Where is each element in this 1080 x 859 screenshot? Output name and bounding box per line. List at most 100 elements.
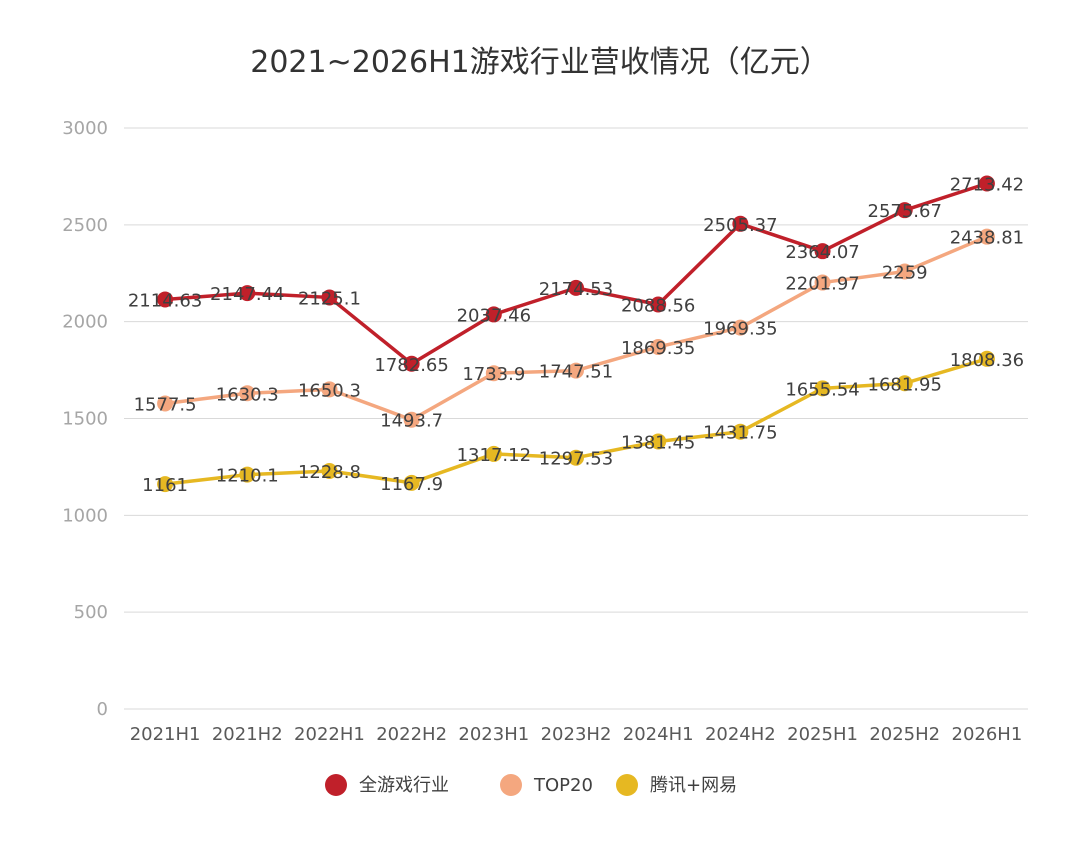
legend-label: 全游戏行业 (359, 775, 449, 796)
legend-marker (500, 774, 522, 796)
data-point (321, 289, 338, 306)
series-layer (157, 175, 995, 493)
data-point (732, 319, 749, 336)
data-label: 1167.9 (380, 474, 443, 495)
data-label: 2174.53 (539, 279, 613, 300)
legend: 全游戏行业 TOP20 腾讯+网易 (325, 774, 737, 796)
data-label: 1577.5 (134, 394, 197, 415)
y-tick-label: 500 (74, 602, 108, 623)
data-labels: 2114.63 2147.44 2125.1 1782.65 2037.46 2174.5… (128, 175, 1024, 497)
legend-marker (616, 774, 638, 796)
data-label: 1630.3 (216, 384, 279, 405)
data-point (568, 362, 584, 379)
legend-item: 腾讯+网易 (616, 774, 737, 796)
y-tick-label: 2500 (62, 215, 108, 236)
data-label: 1733.9 (462, 364, 525, 385)
data-label: 1228.8 (298, 462, 361, 483)
data-point (157, 395, 174, 412)
data-point (896, 375, 913, 392)
data-label: 1297.53 (539, 449, 613, 470)
series-line-0 (163, 181, 989, 366)
x-tick-label: 2023H2 (541, 724, 612, 745)
data-label: 2037.46 (457, 305, 531, 326)
data-label: 2125.1 (298, 288, 361, 309)
data-label: 1431.75 (703, 423, 777, 444)
data-label: 2259 (882, 263, 928, 284)
data-point (732, 423, 749, 440)
data-label: 2364.07 (785, 242, 859, 263)
data-point (403, 355, 420, 372)
data-point (650, 296, 667, 313)
data-label: 1161 (142, 475, 188, 496)
data-point (650, 433, 667, 450)
data-label: 1869.35 (621, 338, 695, 359)
y-tick-label: 0 (97, 699, 108, 720)
x-tick-label: 2022H2 (376, 724, 447, 745)
data-label: 1210.1 (216, 466, 279, 487)
data-label: 2575.67 (868, 201, 942, 222)
y-tick-label: 2000 (62, 312, 108, 333)
data-label: 1747.51 (539, 362, 613, 383)
y-tick-label: 3000 (62, 118, 108, 139)
data-label: 2438.81 (950, 228, 1024, 249)
data-point (814, 380, 831, 397)
data-point (896, 202, 913, 219)
x-tick-label: 2021H1 (130, 724, 201, 745)
data-point (157, 476, 174, 493)
data-label: 2201.97 (785, 274, 859, 295)
data-point (239, 385, 256, 402)
x-tick-label: 2025H2 (869, 724, 940, 745)
series-line-1 (163, 234, 989, 422)
legend-marker (325, 774, 347, 796)
data-label: 1681.95 (868, 374, 942, 395)
data-label: 2147.44 (210, 284, 284, 305)
legend-item: 全游戏行业 (325, 774, 449, 796)
data-label: 2114.63 (128, 290, 202, 311)
data-point (485, 306, 502, 323)
data-point (650, 338, 667, 355)
data-label: 1782.65 (374, 355, 448, 376)
data-point (239, 285, 256, 302)
data-point (978, 350, 995, 367)
data-point (321, 381, 338, 398)
y-tick-label: 1500 (62, 409, 108, 430)
data-point (321, 463, 338, 480)
data-label: 2713.42 (950, 175, 1024, 196)
legend-label: 腾讯+网易 (650, 775, 737, 796)
legend-label: TOP20 (533, 775, 593, 796)
x-tick-label: 2024H2 (705, 724, 776, 745)
data-point (896, 263, 913, 280)
data-point (485, 365, 502, 382)
data-point (485, 445, 502, 462)
x-tick-label: 2024H1 (623, 724, 694, 745)
data-label: 1808.36 (950, 350, 1024, 371)
data-point (732, 215, 749, 232)
data-label: 2505.37 (703, 215, 777, 236)
data-label: 2088.56 (621, 296, 695, 317)
data-point (403, 474, 420, 491)
y-tick-label: 1000 (62, 505, 108, 526)
data-label: 1650.3 (298, 380, 361, 401)
data-point (814, 274, 831, 291)
data-point (403, 411, 420, 428)
data-point (568, 449, 584, 466)
data-label: 1969.35 (703, 319, 777, 340)
x-tick-label: 2026H1 (952, 724, 1023, 745)
chart-title: 2021~2026H1游戏行业营收情况（亿元） (250, 45, 829, 80)
data-point (978, 228, 995, 245)
data-point (978, 175, 995, 192)
data-point (157, 291, 174, 308)
x-tick-label: 2023H1 (458, 724, 529, 745)
x-axis-ticks: 2021H1 2021H2 2022H1 2022H2 2023H1 2023H2 2024… (130, 724, 1023, 745)
data-point (814, 243, 831, 260)
x-tick-label: 2025H1 (787, 724, 858, 745)
data-label: 1493.7 (380, 411, 443, 432)
data-point (239, 466, 256, 483)
data-label: 1317.12 (457, 445, 531, 466)
data-label: 1655.54 (785, 379, 859, 400)
data-point (568, 279, 584, 296)
x-tick-label: 2022H1 (294, 724, 365, 745)
data-label: 1381.45 (621, 432, 695, 453)
x-tick-label: 2021H2 (212, 724, 283, 745)
